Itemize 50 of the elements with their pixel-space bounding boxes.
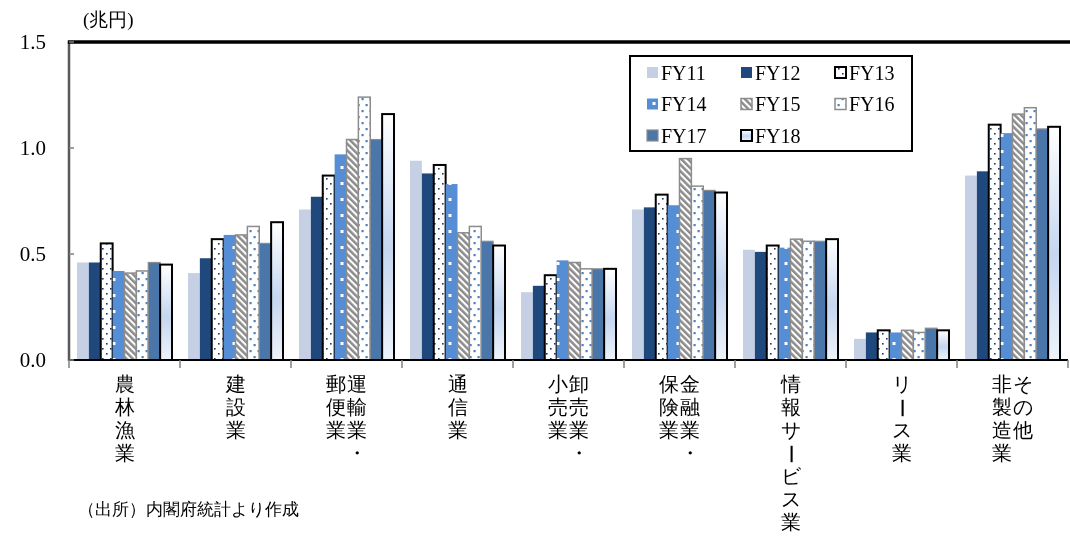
y-tick-label: 0.5 [19, 242, 46, 266]
bar [556, 260, 569, 360]
y-tick-label: 1.0 [19, 136, 46, 160]
bar [742, 249, 755, 360]
x-tick-label: 通信業 [446, 373, 469, 442]
bar [298, 209, 311, 360]
legend-label: FY11 [661, 61, 706, 84]
category-label: その他非製造業 [991, 373, 1034, 464]
legend-label: FY18 [755, 124, 801, 147]
bar [532, 285, 545, 360]
bar [520, 292, 533, 360]
y-axis-title: (兆円) [83, 9, 134, 31]
x-tick-label: 農林漁業 [113, 373, 136, 465]
bar [631, 209, 644, 360]
bar [778, 247, 791, 360]
bar [754, 251, 767, 360]
bar [112, 270, 125, 360]
bar [964, 175, 977, 360]
bar [88, 262, 101, 360]
bar [667, 205, 680, 360]
legend-label: FY15 [755, 93, 801, 115]
bar [76, 262, 89, 360]
bar [310, 196, 323, 360]
bar [223, 234, 236, 360]
x-tick-label: 建設業 [224, 373, 247, 442]
bar [1000, 133, 1013, 360]
category-label: 運輸業・郵便業 [325, 373, 368, 464]
bar [421, 173, 434, 360]
bar [643, 207, 656, 360]
legend-label: FY16 [849, 93, 895, 115]
bar [409, 160, 422, 360]
bar [187, 273, 200, 360]
bar [445, 184, 458, 360]
category-label: 金融業・保険業 [658, 373, 701, 464]
bar [865, 332, 878, 360]
y-tick-label: 1.5 [19, 30, 46, 54]
bar [334, 154, 347, 360]
legend-label: FY13 [849, 61, 895, 84]
text: （出所）内閣府統計より作成 [78, 499, 299, 521]
bar [853, 338, 866, 360]
category-label: 卸売業・小売業 [547, 373, 590, 464]
y-tick-label: 0.0 [19, 348, 46, 372]
x-tick-label: リース業 [890, 373, 913, 465]
bar [976, 171, 989, 360]
legend-label: FY17 [661, 124, 707, 147]
bar [199, 258, 212, 360]
legend-label: FY14 [661, 93, 707, 115]
legend-label: FY12 [755, 61, 801, 84]
bar [889, 332, 902, 360]
x-tick-label: 情報サービス業 [779, 373, 802, 534]
